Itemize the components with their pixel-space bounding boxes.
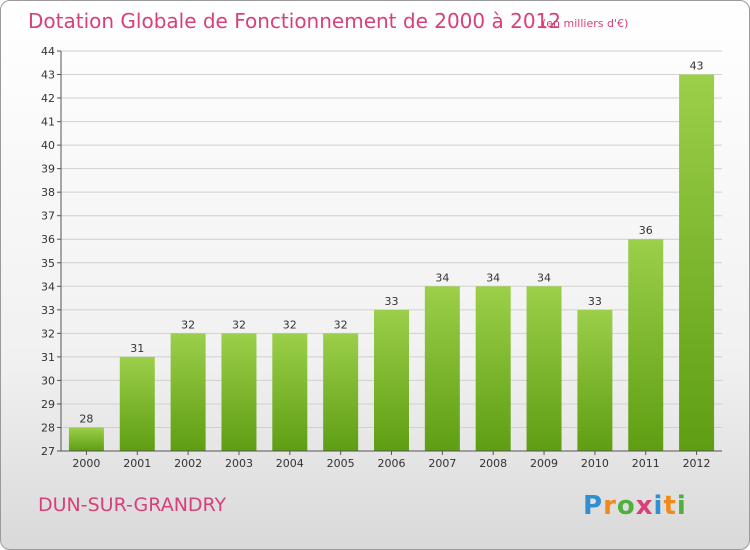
data-label: 36 bbox=[639, 224, 653, 237]
chart-subtitle: (en milliers d'€) bbox=[542, 17, 629, 30]
y-tick-label: 28 bbox=[41, 421, 55, 434]
data-label: 31 bbox=[130, 342, 144, 355]
bars bbox=[68, 74, 715, 451]
bar bbox=[679, 74, 715, 451]
y-tick-label: 39 bbox=[41, 163, 55, 176]
x-tick-label: 2000 bbox=[72, 457, 100, 470]
data-label: 28 bbox=[79, 412, 93, 425]
y-tick-label: 42 bbox=[41, 92, 55, 105]
data-label: 43 bbox=[690, 60, 704, 73]
x-tick-label: 2009 bbox=[530, 457, 558, 470]
x-tick-label: 2010 bbox=[581, 457, 609, 470]
data-label: 33 bbox=[588, 295, 602, 308]
data-label: 32 bbox=[181, 318, 195, 331]
x-tick-label: 2008 bbox=[479, 457, 507, 470]
bar bbox=[221, 333, 257, 451]
y-tick-label: 27 bbox=[41, 445, 55, 458]
y-tick-label: 29 bbox=[41, 398, 55, 411]
data-label: 33 bbox=[385, 295, 399, 308]
proxiti-logo[interactable]: Proxiti bbox=[583, 491, 687, 521]
data-label: 34 bbox=[537, 271, 551, 284]
y-tick-label: 40 bbox=[41, 139, 55, 152]
y-tick-label: 35 bbox=[41, 257, 55, 270]
x-tick-label: 2011 bbox=[632, 457, 660, 470]
y-tick-label: 38 bbox=[41, 186, 55, 199]
y-tick-label: 32 bbox=[41, 327, 55, 340]
logo-letter: r bbox=[603, 491, 617, 521]
data-label: 32 bbox=[283, 318, 297, 331]
data-label: 34 bbox=[435, 271, 449, 284]
bar bbox=[170, 333, 206, 451]
x-tick-label: 2003 bbox=[225, 457, 253, 470]
bar bbox=[577, 309, 613, 451]
bar bbox=[628, 239, 664, 451]
x-tick-label: 2004 bbox=[276, 457, 304, 470]
labels: 27 28 29 30 31 32 33 34 35 36 37 38 39 40 41 42 43 44 2000… bbox=[41, 45, 711, 470]
data-label: 32 bbox=[334, 318, 348, 331]
y-tick-label: 33 bbox=[41, 304, 55, 317]
bar bbox=[475, 286, 511, 451]
bar bbox=[272, 333, 308, 451]
data-label: 32 bbox=[232, 318, 246, 331]
x-tick-label: 2001 bbox=[123, 457, 151, 470]
bar bbox=[526, 286, 562, 451]
y-tick-label: 43 bbox=[41, 69, 55, 82]
x-tick-label: 2006 bbox=[378, 457, 406, 470]
y-tick-label: 31 bbox=[41, 351, 55, 364]
axes bbox=[57, 50, 722, 455]
logo-letter: i bbox=[676, 491, 687, 521]
x-tick-label: 2007 bbox=[428, 457, 456, 470]
bar bbox=[323, 333, 359, 451]
logo-letter: P bbox=[583, 491, 604, 521]
logo-letter: o bbox=[616, 491, 636, 521]
chart-title: Dotation Globale de Fonctionnement de 20… bbox=[28, 9, 561, 33]
bar bbox=[119, 356, 155, 451]
bar bbox=[68, 427, 104, 451]
bar bbox=[374, 309, 409, 451]
logo-letter: x bbox=[635, 491, 654, 521]
y-tick-label: 44 bbox=[41, 45, 55, 58]
commune-name: DUN-SUR-GRANDRY bbox=[38, 494, 227, 516]
y-tick-label: 30 bbox=[41, 374, 55, 387]
logo-letter: i bbox=[653, 491, 664, 521]
y-tick-label: 41 bbox=[41, 116, 55, 129]
x-tick-label: 2005 bbox=[327, 457, 355, 470]
y-tick-label: 36 bbox=[41, 233, 55, 246]
y-tick-label: 34 bbox=[41, 280, 55, 293]
y-tick-label: 37 bbox=[41, 210, 55, 223]
bar bbox=[424, 286, 460, 451]
data-label: 34 bbox=[486, 271, 500, 284]
x-tick-label: 2002 bbox=[174, 457, 202, 470]
x-tick-label: 2012 bbox=[683, 457, 711, 470]
logo-letter: t bbox=[663, 491, 677, 521]
